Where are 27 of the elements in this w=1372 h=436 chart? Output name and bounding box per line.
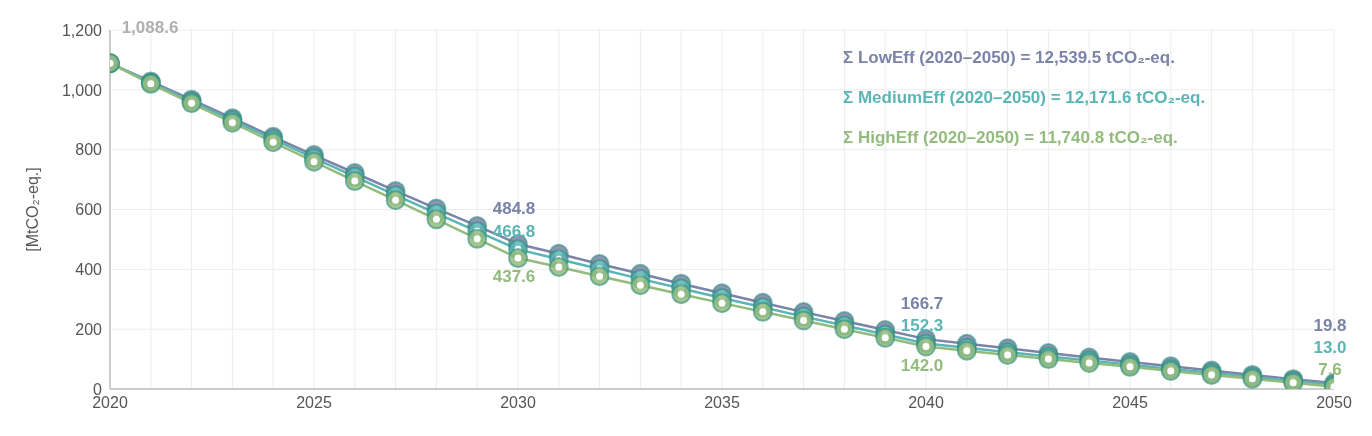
x-tick-label: 2020 — [92, 394, 128, 412]
data-label: 466.8 — [492, 222, 536, 242]
data-label: 152.3 — [900, 316, 944, 336]
data-label: 484.8 — [492, 198, 536, 218]
data-label: 166.7 — [900, 294, 944, 314]
x-tick-label: 2040 — [908, 394, 944, 412]
data-label: 13.0 — [1313, 338, 1347, 358]
data-label: 7.6 — [1318, 359, 1342, 379]
y-tick-label: 400 — [75, 261, 103, 279]
annotation: Σ MediumEff (2020–2050) = 12,171.6 tCO₂-eq. — [843, 88, 1206, 108]
y-tick-label: 1,200 — [61, 21, 103, 39]
annotation: Σ HighEff (2020–2050) = 11,740.8 tCO₂-eq. — [843, 128, 1178, 148]
x-tick-label: 2035 — [704, 394, 740, 412]
x-tick-label: 2045 — [1112, 394, 1148, 412]
y-tick-label: 200 — [75, 320, 103, 338]
x-tick-label: 2025 — [296, 394, 332, 412]
annotation: Σ LowEff (2020–2050) = 12,539.5 tCO₂-eq. — [843, 48, 1175, 68]
data-label: 437.6 — [492, 267, 536, 287]
data-label: 1,088.6 — [121, 18, 179, 38]
data-label: 142.0 — [900, 355, 944, 375]
y-axis-title: [MtCO₂-eq.] — [23, 167, 41, 252]
y-tick-label: 1,000 — [61, 81, 103, 99]
data-label: 19.8 — [1313, 316, 1347, 336]
x-tick-label: 2050 — [1316, 394, 1352, 412]
y-tick-label: 800 — [75, 141, 103, 159]
y-tick-label: 600 — [75, 201, 103, 219]
x-tick-label: 2030 — [500, 394, 536, 412]
